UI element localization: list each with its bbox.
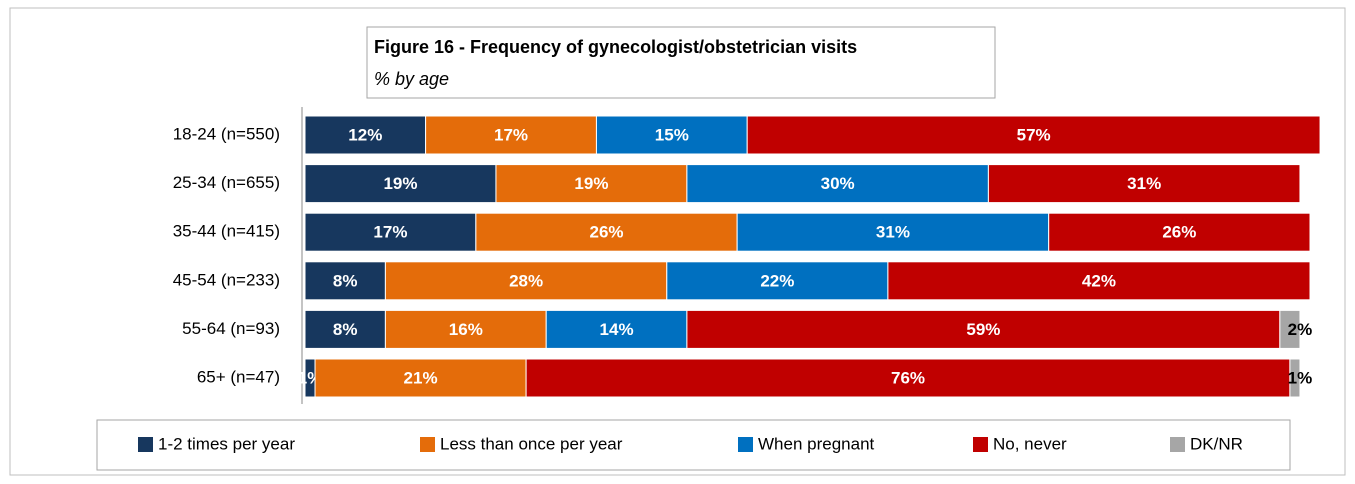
bar-segment [746, 115, 1321, 155]
data-label: 8% [333, 320, 358, 339]
data-label: 22% [760, 271, 794, 290]
bar-segment [666, 261, 889, 301]
bar-segment [304, 309, 386, 349]
bar-segment [525, 358, 1291, 398]
y-tick-label: 25-34 (n=655) [173, 173, 280, 192]
bar-segment [1279, 309, 1301, 349]
data-label: 16% [449, 320, 483, 339]
y-tick-label: 45-54 (n=233) [173, 270, 280, 289]
bar-segment [686, 309, 1281, 349]
bar-segment [1048, 212, 1311, 252]
data-label: 42% [1082, 271, 1116, 290]
legend-label: DK/NR [1190, 434, 1243, 453]
data-label: 28% [509, 271, 543, 290]
data-label: 76% [891, 368, 925, 387]
bar-segment [595, 115, 748, 155]
chart-subtitle: % by age [374, 69, 449, 89]
data-label: 15% [655, 125, 689, 144]
data-label: 30% [821, 174, 855, 193]
bar-segment [304, 261, 386, 301]
y-tick-label: 18-24 (n=550) [173, 124, 280, 143]
legend-label: When pregnant [758, 434, 875, 453]
data-label: 12% [348, 125, 382, 144]
bar-segment [304, 212, 477, 252]
data-label: 59% [966, 320, 1000, 339]
data-label: 1% [1288, 368, 1313, 387]
legend-swatch [973, 437, 988, 452]
bar-segment [495, 164, 688, 204]
data-label: 17% [494, 125, 528, 144]
data-label: 31% [1127, 174, 1161, 193]
data-label: 31% [876, 223, 910, 242]
data-label: 19% [383, 174, 417, 193]
data-label: 14% [600, 320, 634, 339]
data-label: 17% [373, 223, 407, 242]
legend-swatch [738, 437, 753, 452]
y-tick-label: 35-44 (n=415) [173, 222, 280, 241]
bar-segment [384, 309, 547, 349]
legend-swatch [138, 437, 153, 452]
bar-segment [384, 261, 668, 301]
legend-label: No, never [993, 434, 1067, 453]
bar-segment [475, 212, 738, 252]
data-label: 57% [1017, 125, 1051, 144]
bar-segment [686, 164, 989, 204]
data-label: 19% [574, 174, 608, 193]
chart-title: Figure 16 - Frequency of gynecologist/ob… [374, 37, 857, 57]
bar-segment [987, 164, 1301, 204]
title-box [366, 26, 996, 99]
y-tick-label: 55-64 (n=93) [182, 319, 280, 338]
y-tick-label: 65+ (n=47) [197, 367, 280, 386]
bar-segment [314, 358, 527, 398]
bar-segment [1289, 358, 1301, 398]
legend-swatch [1170, 437, 1185, 452]
legend-swatch [420, 437, 435, 452]
legend-label: Less than once per year [440, 434, 623, 453]
legend-box [96, 419, 1291, 471]
legend-label: 1-2 times per year [158, 434, 295, 453]
data-label: 2% [1288, 320, 1313, 339]
data-label: 21% [404, 368, 438, 387]
bar-segment [736, 212, 1050, 252]
data-label: 26% [589, 223, 623, 242]
data-label: 8% [333, 271, 358, 290]
bar-segment [887, 261, 1311, 301]
data-label: 26% [1162, 223, 1196, 242]
